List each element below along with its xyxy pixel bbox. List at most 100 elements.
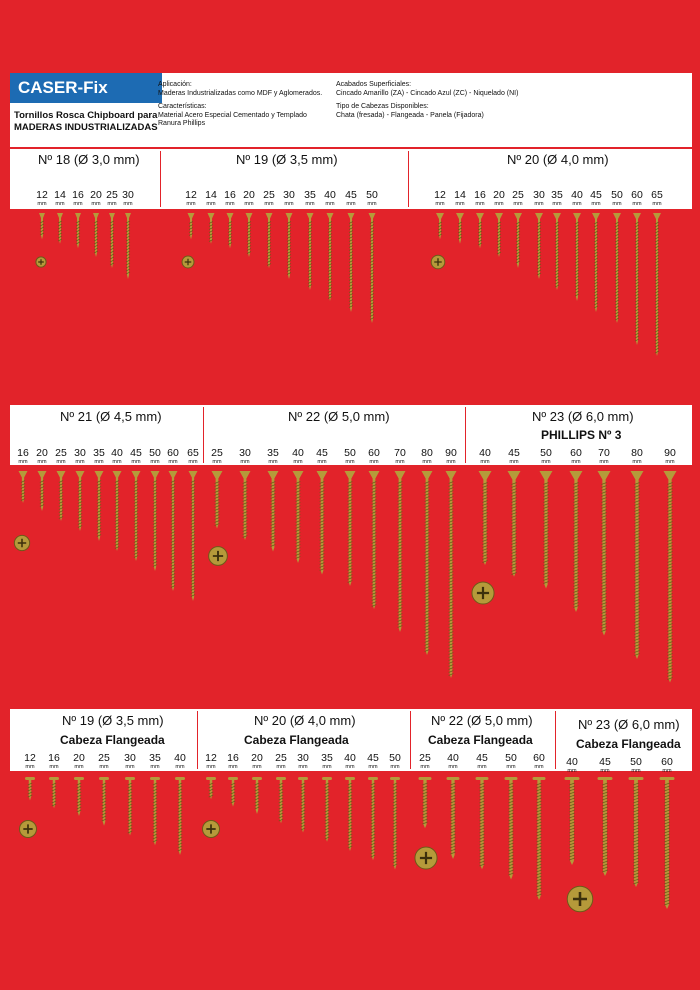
screw bbox=[206, 777, 216, 800]
length-unit: mm bbox=[75, 459, 85, 465]
length-label: 12 mm bbox=[429, 190, 451, 208]
screw bbox=[37, 471, 47, 511]
length-unit: mm bbox=[631, 768, 641, 774]
screw bbox=[94, 471, 104, 541]
length-label: 25 mm bbox=[270, 753, 292, 771]
screw bbox=[659, 777, 675, 909]
length-value: 45 bbox=[130, 447, 142, 459]
length-label: 20 mm bbox=[238, 190, 260, 208]
length-value: 16 bbox=[224, 189, 236, 201]
phillips-head-icon bbox=[13, 534, 31, 552]
screw bbox=[475, 777, 489, 870]
length-unit: mm bbox=[652, 201, 662, 207]
screw bbox=[347, 213, 355, 312]
length-unit: mm bbox=[534, 764, 544, 770]
length-value: 40 bbox=[566, 756, 578, 768]
length-unit: mm bbox=[99, 764, 109, 770]
screw bbox=[495, 213, 503, 257]
length-unit: mm bbox=[494, 201, 504, 207]
length-value: 40 bbox=[571, 189, 583, 201]
features-text-1: Material Acero Especial Cementado y Temp… bbox=[158, 111, 307, 119]
screw bbox=[504, 777, 518, 880]
length-unit: mm bbox=[317, 459, 327, 465]
phillips-head-icon bbox=[202, 820, 220, 838]
length-label: 70 mm bbox=[389, 448, 411, 466]
length-label: 60 mm bbox=[626, 190, 648, 208]
length-value: 30 bbox=[122, 189, 134, 201]
length-value: 30 bbox=[283, 189, 295, 201]
length-unit: mm bbox=[455, 201, 465, 207]
application-label: Aplicación: bbox=[158, 81, 192, 88]
screw bbox=[326, 213, 334, 301]
screw bbox=[276, 777, 286, 824]
length-value: 70 bbox=[598, 447, 610, 459]
length-unit: mm bbox=[74, 764, 84, 770]
section-subtitle: Cabeza Flangeada bbox=[428, 733, 533, 747]
length-label: 45 mm bbox=[503, 448, 525, 466]
length-value: 45 bbox=[345, 189, 357, 201]
length-label: 60 mm bbox=[162, 448, 184, 466]
length-label: 25 mm bbox=[258, 189, 280, 208]
section-title: Nº 20 (Ø 4,0 mm) bbox=[254, 713, 356, 728]
screw bbox=[653, 213, 661, 356]
section-title: Nº 18 (Ø 3,0 mm) bbox=[38, 152, 140, 167]
length-value: 25 bbox=[263, 189, 275, 201]
length-label: 30 mm bbox=[292, 753, 314, 771]
screw bbox=[316, 471, 328, 575]
length-label: 90 mm bbox=[440, 448, 462, 466]
length-value: 45 bbox=[316, 447, 328, 459]
length-label: 30 mm bbox=[234, 448, 256, 466]
length-unit: mm bbox=[112, 459, 122, 465]
length-value: 40 bbox=[111, 447, 123, 459]
length-label: 60 mm bbox=[528, 753, 550, 771]
length-value: 25 bbox=[512, 189, 524, 201]
phillips-head-icon bbox=[19, 820, 37, 838]
length-value: 16 bbox=[48, 752, 60, 764]
length-value: 50 bbox=[344, 447, 356, 459]
band-row-1 bbox=[10, 149, 692, 209]
screw bbox=[99, 777, 109, 826]
length-value: 40 bbox=[292, 447, 304, 459]
length-label: 60 mm bbox=[565, 448, 587, 466]
length-value: 30 bbox=[533, 189, 545, 201]
length-value: 14 bbox=[54, 189, 66, 201]
phillips-head-icon bbox=[471, 581, 495, 605]
features-text-2: Ranura Phillips bbox=[158, 120, 206, 127]
catalog-header: CASER-Fix Tornillos Rosca Chipboard para… bbox=[10, 73, 692, 147]
length-unit: mm bbox=[632, 459, 642, 465]
screw bbox=[207, 213, 215, 244]
screw bbox=[633, 213, 641, 345]
length-label: 45 mm bbox=[125, 447, 147, 466]
length-value: 40 bbox=[344, 752, 356, 764]
screw bbox=[535, 213, 543, 279]
length-label: 16 mm bbox=[219, 189, 241, 208]
phillips-head-icon bbox=[414, 846, 438, 870]
length-label: 40 mm bbox=[474, 448, 496, 466]
length-unit: mm bbox=[150, 764, 160, 770]
length-value: 16 bbox=[72, 189, 84, 201]
length-value: 65 bbox=[651, 189, 663, 201]
length-value: 35 bbox=[321, 752, 333, 764]
screw bbox=[168, 471, 178, 591]
length-label: 16 mm bbox=[67, 189, 89, 208]
length-unit: mm bbox=[322, 764, 332, 770]
section-title: Nº 22 (Ø 5,0 mm) bbox=[431, 713, 533, 728]
length-unit: mm bbox=[25, 764, 35, 770]
screw bbox=[597, 471, 611, 636]
length-unit: mm bbox=[369, 459, 379, 465]
length-value: 80 bbox=[421, 447, 433, 459]
length-label: 25 mm bbox=[206, 448, 228, 466]
length-unit: mm bbox=[284, 201, 294, 207]
length-unit: mm bbox=[552, 201, 562, 207]
length-value: 12 bbox=[36, 189, 48, 201]
length-label: 16 mm bbox=[12, 448, 34, 466]
features-label: Características: bbox=[158, 103, 207, 110]
screw bbox=[306, 213, 314, 290]
screw bbox=[446, 777, 460, 859]
subtitle-line-1: Tornillos Rosca Chipboard para bbox=[14, 110, 158, 121]
length-label: 45 mm bbox=[362, 753, 384, 771]
length-value: 45 bbox=[599, 756, 611, 768]
length-unit: mm bbox=[513, 201, 523, 207]
section-subtitle: Cabeza Flangeada bbox=[576, 737, 681, 751]
length-label: 16 mm bbox=[222, 753, 244, 771]
